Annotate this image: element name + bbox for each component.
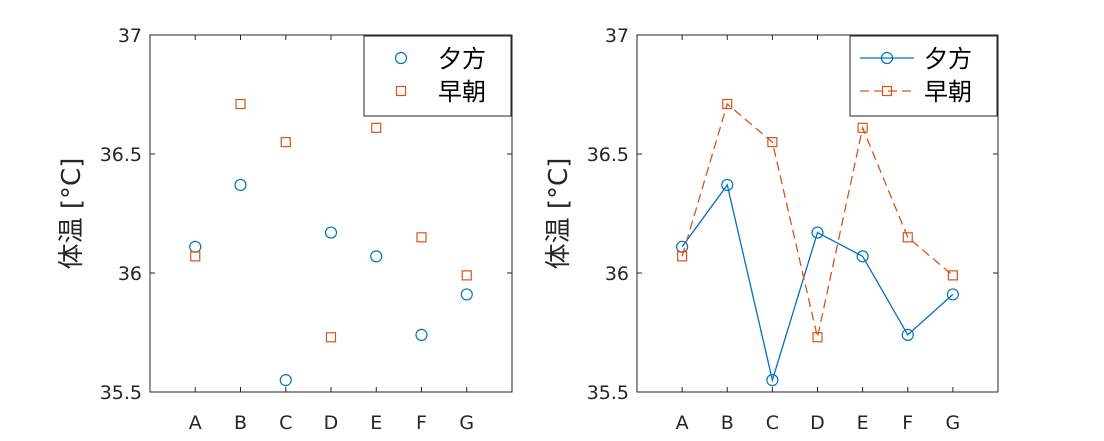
data-point [766,374,779,387]
data-point [325,332,337,343]
data-point [902,232,913,243]
data-point [190,251,201,262]
legend-marker [880,51,894,65]
y-tick-label: 37 [605,25,629,47]
legend-entry: 早朝 [438,78,486,106]
data-point [947,270,958,281]
series-1 [676,178,959,387]
data-point [370,250,383,263]
data-point [857,122,868,133]
y-tick-label: 35.5 [100,382,142,404]
y-tick-label: 37 [118,25,142,47]
series-1 [189,178,473,387]
data-point [721,178,734,192]
x-tick-label: B [234,412,247,434]
x-tick-label: B [721,412,734,434]
x-tick-label: G [946,412,961,434]
x-tick-label: C [279,412,292,434]
x-tick-label: G [459,412,474,434]
x-tick-label: F [902,412,913,434]
y-tick-label: 35.5 [587,382,629,404]
data-point [415,328,428,341]
series-2 [190,98,472,343]
data-point [234,178,247,192]
legend-box [849,35,998,117]
y-tick-label: 36.5 [587,144,629,166]
y-axis-label: 体温 [°C] [544,158,574,270]
data-point [812,332,823,343]
legend-marker [394,51,408,65]
data-point [460,288,473,301]
x-tick-label: D [324,412,339,434]
legend-box [363,35,512,117]
data-point [235,98,246,110]
data-point [856,250,869,263]
x-tick-label: E [370,412,382,434]
y-tick-label: 36.5 [100,144,142,166]
data-point [767,137,778,148]
x-tick-label: F [416,412,427,434]
y-tick-label: 36 [605,263,629,285]
y-tick-label: 36 [118,263,142,285]
x-tick-label: A [676,412,689,434]
x-tick-label: E [857,412,869,434]
data-point [324,226,338,239]
legend-entry: 早朝 [924,78,972,106]
x-tick-label: D [810,412,825,434]
series-2 [677,98,958,343]
legend-entry: 夕方 [924,45,972,73]
legend-marker [395,85,407,97]
series-line [681,183,954,383]
legend-marker [881,85,893,97]
data-point [901,328,914,341]
x-tick-label: C [766,412,779,434]
data-point [279,374,292,387]
data-point [371,122,382,133]
x-tick-label: A [189,412,202,434]
data-point [722,98,733,110]
data-point [946,288,959,301]
series-line [681,102,954,338]
data-point [280,137,291,148]
data-point [811,226,824,239]
y-axis-label: 体温 [°C] [57,158,87,270]
data-point [416,232,427,243]
data-point [677,251,688,262]
data-point [461,270,472,281]
legend-entry: 夕方 [438,45,486,73]
